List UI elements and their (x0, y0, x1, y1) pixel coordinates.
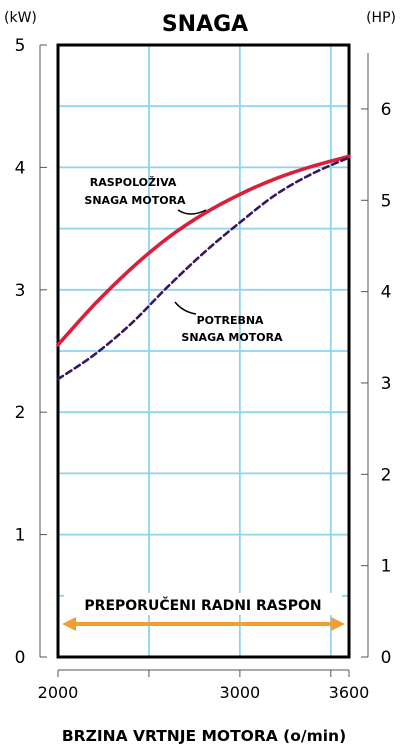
y-left-tick-label: 5 (15, 36, 26, 56)
y-left-tick-label: 4 (15, 158, 26, 178)
series-label-available-leader (177, 209, 207, 215)
y-right-tick-label: 2 (381, 465, 392, 485)
y-right-tick-label: 4 (381, 283, 392, 303)
x-tick-label: 3600 (329, 683, 370, 702)
range-label: PREPORUČENI RADNI RASPON (84, 596, 321, 614)
series-label-required: POTREBNA SNAGA MOTORA (181, 314, 283, 344)
y-right-tick-label: 0 (381, 648, 392, 668)
y-right-tick-label: 1 (381, 557, 392, 577)
series-line-available (56, 154, 351, 347)
x-tick-label: 2000 (38, 683, 79, 702)
x-tick-label: 3000 (220, 683, 261, 702)
y-right-tick-label: 5 (381, 191, 392, 211)
y-right-tick-label: 6 (381, 100, 392, 120)
range-arrow (62, 617, 345, 631)
y-left-unit: (kW) (4, 10, 37, 26)
chart-title: SNAGA (162, 12, 248, 37)
series-label-required-leader (174, 301, 197, 315)
y-right-unit: (HP) (366, 10, 396, 26)
y-left-tick-label: 0 (15, 648, 26, 668)
series-line-required (56, 156, 351, 381)
y-left-tick-label: 3 (15, 281, 26, 301)
range-arrow-head-left (62, 617, 76, 631)
x-axis-label: BRZINA VRTNJE MOTORA (o/min) (62, 727, 346, 745)
y-left-tick-label: 2 (15, 403, 26, 423)
range-arrow-head-right (331, 617, 345, 631)
series-lines (56, 154, 351, 381)
range-label-background (64, 593, 342, 615)
plot-frame (56, 43, 351, 659)
series-label-available: RASPOLOŽIVA SNAGA MOTORA (84, 176, 186, 207)
y-left-tick-label: 1 (15, 526, 26, 546)
axes: 0 1 2 3 4 5 0 1 2 3 4 5 6 2000 3000 3600 (15, 36, 392, 702)
y-right-tick-label: 3 (381, 374, 392, 394)
